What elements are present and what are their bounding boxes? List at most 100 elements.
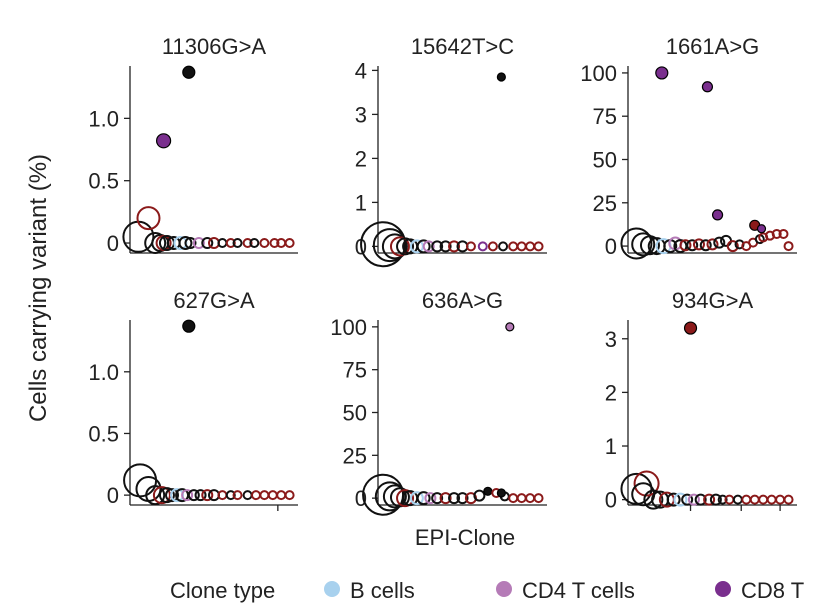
legend-label-cd4-t-cells: CD4 T cells	[522, 578, 635, 603]
panel-title: 934G>A	[672, 288, 754, 313]
y-tick-label: 1	[605, 434, 617, 459]
data-point	[156, 133, 172, 149]
data-point	[703, 493, 716, 506]
y-tick-label: 1.0	[88, 360, 119, 385]
data-point	[269, 238, 280, 249]
data-point	[783, 494, 794, 505]
panels: 11306G>A 0 0.5 1.0 15642T>C 0 1 2 3 4 1661A>G 0 25 50…	[88, 34, 797, 516]
data-point	[122, 220, 155, 253]
data-point	[683, 321, 698, 335]
y-tick-label: 25	[343, 443, 367, 468]
y-tick-label: 25	[593, 191, 617, 216]
data-point	[182, 65, 196, 79]
data-point	[508, 493, 519, 504]
legend-swatch-cd4-t-cells	[496, 581, 512, 597]
data-point	[673, 492, 688, 507]
data-point	[783, 241, 794, 252]
data-point	[409, 491, 424, 506]
data-point	[144, 232, 167, 255]
data-point	[396, 237, 415, 256]
data-point	[448, 240, 461, 253]
data-point	[525, 241, 536, 252]
data-point	[389, 487, 410, 508]
panel-2: 1661A>G 0 25 50 75 100	[580, 34, 797, 260]
data-point	[194, 489, 207, 502]
data-point	[496, 488, 506, 498]
data-point	[726, 240, 739, 253]
data-point	[382, 484, 407, 509]
data-point	[201, 237, 214, 250]
y-tick-label: 0	[107, 231, 119, 256]
y-tick-label: 100	[330, 315, 367, 340]
data-point	[775, 494, 786, 505]
y-tick-label: 0	[605, 488, 617, 513]
x-axis-label: EPI-Clone	[415, 525, 515, 550]
data-point	[709, 493, 722, 506]
data-point	[232, 238, 243, 249]
data-point	[686, 239, 699, 252]
panel-5: 934G>A 0 1 2 3	[605, 288, 797, 513]
data-point	[516, 493, 527, 504]
data-point	[477, 241, 488, 252]
data-point	[758, 494, 769, 505]
data-point	[439, 492, 452, 505]
data-point	[681, 493, 694, 506]
data-point	[416, 491, 431, 506]
data-point	[232, 490, 243, 501]
data-point	[516, 241, 527, 252]
data-point	[741, 494, 752, 505]
data-point	[184, 237, 197, 250]
panel-3: 627G>A 0 0.5 1.0	[88, 288, 298, 511]
data-point	[242, 490, 253, 501]
data-point	[720, 234, 733, 247]
panel-title: 15642T>C	[411, 34, 514, 59]
data-point	[259, 238, 270, 249]
data-point	[756, 224, 767, 234]
data-point	[396, 489, 415, 508]
data-point	[620, 227, 653, 260]
data-point	[242, 238, 253, 249]
legend-label-cd8-t: CD8 T	[741, 578, 804, 603]
data-point	[771, 228, 782, 239]
data-point	[431, 240, 444, 253]
data-point	[679, 239, 692, 252]
y-axis-label: Cells carrying variant (%)	[25, 154, 52, 422]
data-point	[422, 240, 435, 253]
data-point	[424, 492, 437, 505]
y-tick-label: 4	[355, 58, 367, 83]
panel-4: 636A>G 0 25 50 75 100	[330, 288, 547, 516]
data-point	[505, 322, 515, 332]
data-point	[465, 241, 476, 252]
y-tick-label: 1.0	[88, 106, 119, 131]
legend-title: Clone type	[170, 578, 275, 603]
data-point	[165, 488, 179, 503]
data-point	[498, 241, 509, 252]
data-point	[483, 486, 493, 496]
data-point	[643, 489, 664, 510]
y-tick-label: 50	[343, 401, 367, 426]
panel-title: 627G>A	[173, 288, 255, 313]
data-point	[692, 238, 705, 251]
data-point	[187, 489, 200, 502]
data-point	[152, 486, 171, 505]
data-point	[284, 238, 295, 249]
data-point	[508, 241, 519, 252]
data-point	[533, 241, 544, 252]
data-point	[192, 237, 205, 250]
data-point	[713, 236, 726, 249]
data-point	[655, 66, 669, 80]
data-point	[533, 493, 544, 504]
data-point	[732, 494, 743, 505]
y-tick-label: 0	[107, 483, 119, 508]
panel-title: 636A>G	[422, 288, 503, 313]
y-tick-label: 3	[605, 327, 617, 352]
data-point	[687, 493, 700, 506]
data-point	[225, 238, 236, 249]
data-point	[259, 490, 270, 501]
panel-title: 1661A>G	[666, 34, 760, 59]
y-tick-label: 0	[605, 234, 617, 259]
y-tick-label: 2	[605, 380, 617, 405]
data-point	[749, 494, 760, 505]
y-tick-label: 50	[593, 148, 617, 173]
